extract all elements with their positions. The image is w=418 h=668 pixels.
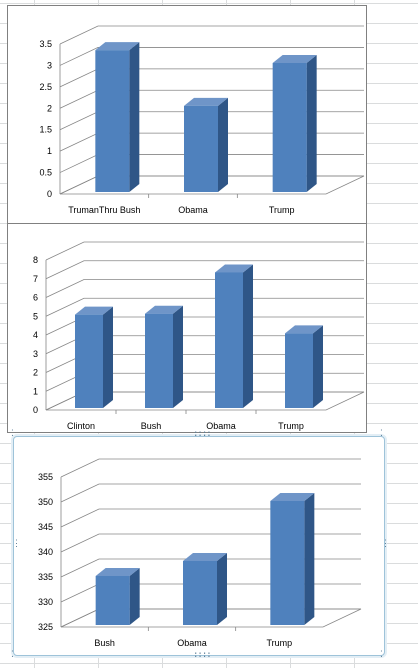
chart-1-bar-top[interactable] [95, 42, 140, 51]
chart-3-bar-top[interactable] [183, 553, 227, 561]
chart-2-y-tick-label: 2 [33, 368, 38, 378]
resize-handle-bottom-left[interactable]: ⁚ [11, 650, 14, 660]
chart-2-bar-top[interactable] [215, 264, 253, 273]
chart-2-y-tick-label: 0 [33, 405, 38, 415]
chart-3-bar[interactable] [95, 576, 130, 625]
chart-1-y-tick-label: 2 [47, 103, 52, 113]
chart-2-y-tick-label: 5 [33, 311, 38, 321]
chart-2-category-label: Trump [278, 421, 304, 431]
chart-2[interactable]: 0 1 2 3 4 5 6 7 8 Clinton Bush Obama Trump [7, 223, 367, 433]
resize-handle-bottom[interactable]: :::: [193, 650, 212, 660]
chart-2-y-tick-label: 1 [33, 386, 38, 396]
chart-2-category-label: Clinton [67, 421, 95, 431]
chart-1-bar-side[interactable] [129, 42, 140, 193]
chart-3-bar-side[interactable] [304, 493, 315, 625]
chart-2-bar-top[interactable] [285, 325, 323, 334]
chart-1-bar[interactable] [184, 105, 218, 192]
chart-2-category-label: Bush [141, 421, 162, 431]
resize-handle-left[interactable]: ⋮ [12, 539, 21, 549]
chart-1-y-tick-label: 3 [47, 60, 52, 70]
chart-2-bar-side[interactable] [243, 264, 253, 408]
resize-handle-top-left[interactable]: ⁚ [11, 429, 14, 439]
chart-2-bar-side[interactable] [313, 325, 323, 408]
chart-1-category-label: TrumanThru Bush [68, 205, 140, 215]
chart-3-gridline [60, 533, 361, 553]
chart-1-y-tick-label: 0 [47, 189, 52, 199]
chart-3-y-tick-label: 355 [38, 472, 53, 482]
chart-3-bar-side[interactable] [129, 568, 140, 625]
chart-2-bar-top[interactable] [145, 305, 183, 314]
chart-3-y-tick-label: 330 [38, 597, 53, 607]
chart-2-gridline [45, 260, 364, 280]
chart-2-gridline [45, 297, 364, 317]
chart-2-bar-top[interactable] [75, 306, 113, 315]
chart-2-bar-side[interactable] [103, 306, 113, 408]
chart-2-floor [45, 391, 365, 411]
chart-3-bar[interactable] [270, 501, 305, 625]
chart-3-category-label: Trump [266, 638, 292, 648]
chart-1-y-tick-label: 3.5 [39, 39, 52, 49]
chart-1-bar-top[interactable] [272, 55, 317, 63]
chart-3-y-tick-label: 350 [38, 497, 53, 507]
chart-3-category-label: Bush [94, 638, 115, 648]
chart-1-y-tick-label: 1 [47, 146, 52, 156]
chart-3-bar-top[interactable] [95, 568, 140, 576]
chart-1-y-tick-label: 2.5 [39, 82, 52, 92]
chart-2-y-tick-label: 8 [33, 255, 38, 265]
chart-2-y-tick-label: 4 [33, 330, 38, 340]
chart-3-y-tick-label: 340 [38, 547, 53, 557]
chart-3-plot: 325 330 335 340 345 350 355 Bush Obama Trump [38, 458, 362, 648]
chart-2-y-tick-label: 6 [33, 293, 38, 303]
resize-handle-right[interactable]: ⋮ [381, 539, 390, 549]
chart-1-plot: 0 0.5 1 1.5 2 2.5 3 3.5 TrumanThru Bush Obama Trum… [39, 25, 365, 215]
chart-1-category-label: Trump [269, 205, 295, 215]
chart-3-bar-top[interactable] [270, 493, 315, 501]
chart-3-category-label: Obama [177, 638, 207, 648]
chart-2-bar-side[interactable] [173, 305, 183, 408]
resize-handle-top-right[interactable]: ⁚ [380, 429, 383, 439]
chart-2-y-tick-label: 3 [33, 349, 38, 359]
chart-2-category-label: Obama [206, 421, 236, 431]
chart-1-bar-side[interactable] [306, 55, 317, 192]
chart-1-gridline [59, 25, 364, 45]
chart-2-bar[interactable] [215, 272, 243, 408]
chart-2-bar[interactable] [75, 314, 103, 408]
chart-1-gridline [59, 47, 364, 66]
chart-1-bar-side[interactable] [218, 97, 228, 192]
chart-3-gridline [60, 508, 361, 528]
chart-1-category-label: Obama [178, 205, 208, 215]
chart-1-y-tick-label: 0.5 [39, 168, 52, 178]
chart-2-plot: 0 1 2 3 4 5 6 7 8 Clinton Bush Obama Trump [33, 241, 365, 431]
chart-2-y-tick-label: 7 [33, 274, 38, 284]
chart-2-bar[interactable] [145, 313, 173, 408]
chart-1[interactable]: 0 0.5 1 1.5 2 2.5 3 3.5 TrumanThru Bush Obama Trum… [7, 5, 367, 224]
chart-2-gridline [45, 279, 364, 298]
resize-handle-bottom-right[interactable]: ⁚ [380, 650, 383, 660]
chart-1-y-tick-label: 1.5 [39, 125, 52, 135]
chart-3[interactable]: 325 330 335 340 345 350 355 Bush Obama Trump [13, 436, 385, 656]
chart-3-y-tick-label: 345 [38, 522, 53, 532]
chart-1-bar[interactable] [272, 63, 307, 192]
chart-3-y-tick-label: 325 [38, 622, 53, 632]
chart-1-bar[interactable] [95, 50, 130, 193]
chart-1-bar-top[interactable] [184, 97, 228, 106]
chart-2-bar[interactable] [285, 333, 313, 408]
chart-3-gridline [60, 483, 361, 503]
chart-3-gridline [60, 458, 361, 478]
chart-3-y-tick-label: 335 [38, 572, 53, 582]
chart-3-bar[interactable] [183, 561, 217, 625]
chart-3-bar-side[interactable] [217, 553, 227, 625]
resize-handle-top[interactable]: :::: [193, 429, 212, 439]
chart-2-gridline [45, 241, 364, 261]
